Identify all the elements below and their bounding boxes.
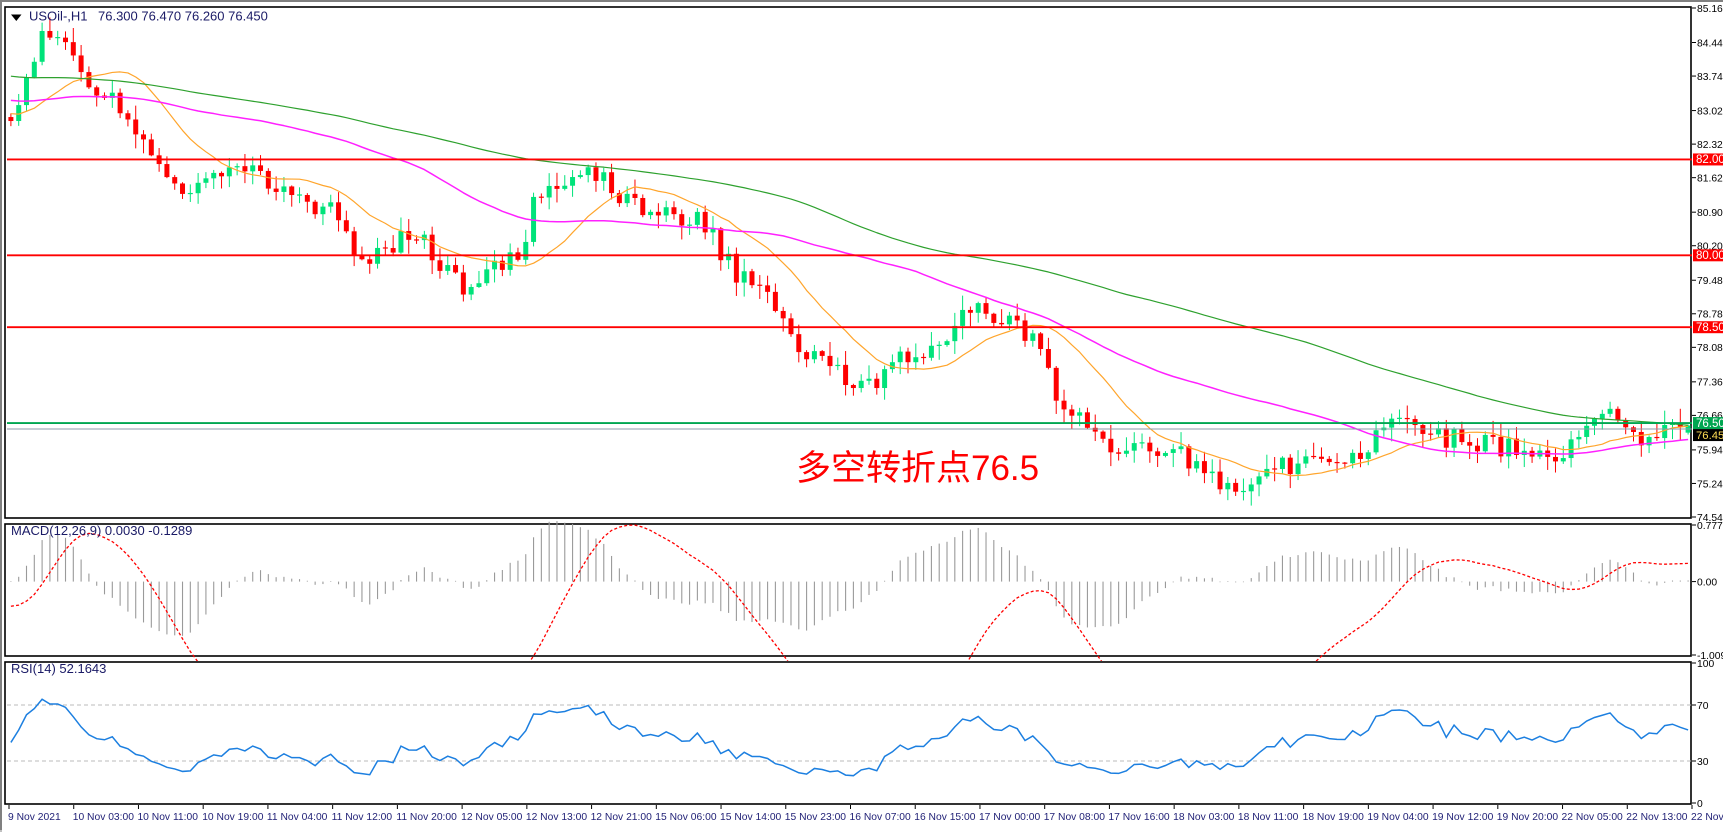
svg-text:76.300 76.470 76.260 76.450: 76.300 76.470 76.260 76.450: [98, 9, 268, 24]
svg-text:17 Nov 08:00: 17 Nov 08:00: [1044, 812, 1106, 823]
svg-text:0: 0: [1697, 799, 1703, 810]
svg-text:77.360: 77.360: [1697, 378, 1723, 389]
svg-text:10 Nov 03:00: 10 Nov 03:00: [73, 812, 135, 823]
svg-text:19 Nov 20:00: 19 Nov 20:00: [1497, 812, 1559, 823]
svg-text:多空转折点76.5: 多空转折点76.5: [796, 449, 1039, 488]
svg-text:19 Nov 12:00: 19 Nov 12:00: [1432, 812, 1494, 823]
svg-text:11 Nov 20:00: 11 Nov 20:00: [396, 812, 457, 823]
svg-text:83.740: 83.740: [1697, 72, 1723, 83]
svg-text:9 Nov 2021: 9 Nov 2021: [8, 812, 61, 823]
svg-text:81.620: 81.620: [1697, 174, 1723, 185]
svg-text:10 Nov 11:00: 10 Nov 11:00: [137, 812, 198, 823]
svg-text:18 Nov 19:00: 18 Nov 19:00: [1303, 812, 1365, 823]
svg-text:78.080: 78.080: [1697, 343, 1723, 354]
svg-text:15 Nov 06:00: 15 Nov 06:00: [655, 812, 717, 823]
svg-text:76.500: 76.500: [1696, 418, 1723, 430]
svg-text:12 Nov 05:00: 12 Nov 05:00: [461, 812, 523, 823]
svg-text:75.240: 75.240: [1697, 479, 1723, 490]
svg-text:22 Nov 05:00: 22 Nov 05:00: [1562, 812, 1624, 823]
svg-text:18 Nov 11:00: 18 Nov 11:00: [1238, 812, 1299, 823]
svg-text:80.000: 80.000: [1696, 250, 1723, 262]
svg-text:22 Nov 21:00: 22 Nov 21:00: [1691, 812, 1723, 823]
svg-text:30: 30: [1697, 757, 1709, 768]
svg-text:82.000: 82.000: [1696, 154, 1723, 166]
svg-text:10 Nov 19:00: 10 Nov 19:00: [202, 812, 264, 823]
svg-text:75.940: 75.940: [1697, 446, 1723, 457]
svg-text:USOil-,H1: USOil-,H1: [29, 9, 88, 24]
svg-text:85.160: 85.160: [1697, 4, 1723, 15]
svg-text:17 Nov 16:00: 17 Nov 16:00: [1108, 812, 1170, 823]
svg-text:15 Nov 14:00: 15 Nov 14:00: [720, 812, 782, 823]
svg-text:0.7779: 0.7779: [1697, 521, 1723, 532]
svg-text:RSI(14) 52.1643: RSI(14) 52.1643: [11, 661, 106, 676]
svg-text:82.320: 82.320: [1697, 140, 1723, 151]
svg-text:16 Nov 15:00: 16 Nov 15:00: [914, 812, 976, 823]
svg-text:83.020: 83.020: [1697, 106, 1723, 117]
svg-text:MACD(12,26,9) 0.0030 -0.1289: MACD(12,26,9) 0.0030 -0.1289: [11, 523, 192, 538]
svg-text:19 Nov 04:00: 19 Nov 04:00: [1367, 812, 1429, 823]
svg-text:15 Nov 23:00: 15 Nov 23:00: [785, 812, 847, 823]
svg-text:16 Nov 07:00: 16 Nov 07:00: [850, 812, 912, 823]
svg-text:78.500: 78.500: [1696, 322, 1723, 334]
svg-text:84.440: 84.440: [1697, 38, 1723, 49]
svg-text:0.00: 0.00: [1697, 577, 1717, 588]
svg-text:78.780: 78.780: [1697, 310, 1723, 321]
svg-text:79.480: 79.480: [1697, 276, 1723, 287]
svg-text:100: 100: [1697, 659, 1714, 670]
svg-text:12 Nov 13:00: 12 Nov 13:00: [526, 812, 588, 823]
svg-text:17 Nov 00:00: 17 Nov 00:00: [979, 812, 1041, 823]
svg-text:70: 70: [1697, 701, 1709, 712]
svg-text:12 Nov 21:00: 12 Nov 21:00: [591, 812, 653, 823]
svg-text:76.450: 76.450: [1696, 430, 1723, 442]
svg-text:80.900: 80.900: [1697, 208, 1723, 219]
svg-text:11 Nov 04:00: 11 Nov 04:00: [267, 812, 328, 823]
svg-text:22 Nov 13:00: 22 Nov 13:00: [1626, 812, 1688, 823]
svg-text:11 Nov 12:00: 11 Nov 12:00: [332, 812, 393, 823]
svg-text:18 Nov 03:00: 18 Nov 03:00: [1173, 812, 1235, 823]
